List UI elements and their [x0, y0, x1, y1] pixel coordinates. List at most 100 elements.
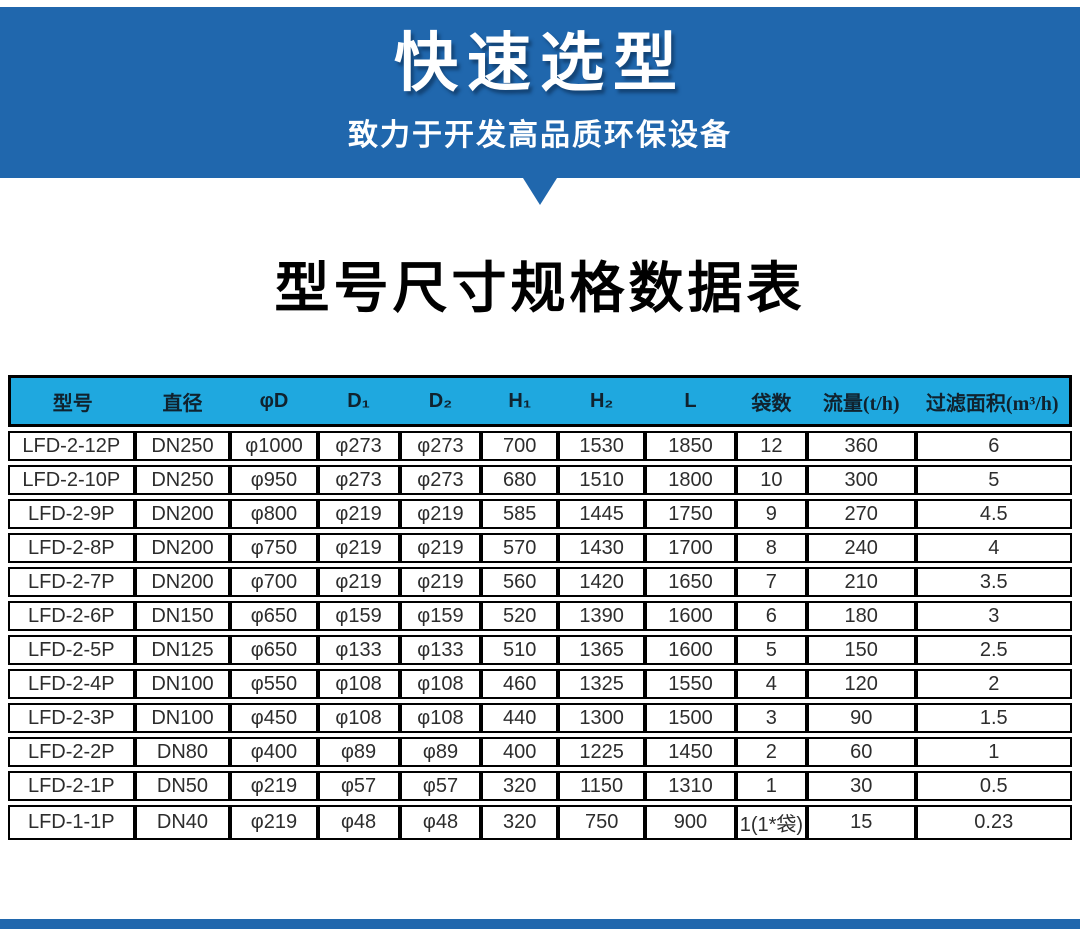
table-cell: 1365 — [558, 635, 646, 665]
table-cell: 5 — [915, 465, 1072, 495]
table-cell: 1325 — [558, 669, 646, 699]
table-cell: 1750 — [645, 499, 736, 529]
table-cell: 1(1*袋) — [735, 805, 807, 840]
column-header: H₂ — [558, 375, 646, 427]
spec-table: 型号 直径 φD D₁ D₂ H₁ H₂ L 袋数 流量(t/h) 过滤面积(m³/h) LFD-2… — [8, 371, 1072, 844]
table-cell: 2 — [735, 737, 807, 767]
table-cell: φ108 — [399, 703, 482, 733]
table-cell: 460 — [481, 669, 559, 699]
table-cell: 1450 — [645, 737, 736, 767]
table-cell: LFD-2-3P — [8, 703, 135, 733]
table-cell: 15 — [806, 805, 916, 840]
table-cell: 4.5 — [915, 499, 1072, 529]
table-cell: φ108 — [399, 669, 482, 699]
table-cell: φ108 — [317, 703, 400, 733]
table-header-row: 型号 直径 φD D₁ D₂ H₁ H₂ L 袋数 流量(t/h) 过滤面积(m³/h) — [8, 375, 1072, 427]
table-cell: φ89 — [399, 737, 482, 767]
table-cell: φ450 — [230, 703, 318, 733]
table-cell: LFD-2-2P — [8, 737, 135, 767]
table-cell: φ219 — [399, 533, 482, 563]
table-cell: 2.5 — [915, 635, 1072, 665]
table-cell: 1420 — [558, 567, 646, 597]
banner-pointer-triangle — [523, 178, 557, 205]
table-row: LFD-2-12P DN250 φ1000 φ273 φ273 700 1530 1850 12… — [8, 431, 1072, 461]
table-cell: φ1000 — [230, 431, 318, 461]
table-cell: 320 — [481, 771, 559, 801]
table-row: LFD-2-2P DN80 φ400 φ89 φ89 400 1225 1450 2 60 1 — [8, 737, 1072, 767]
table-cell: φ219 — [230, 805, 318, 840]
table-cell: φ219 — [317, 567, 400, 597]
table-cell: φ159 — [399, 601, 482, 631]
table-row: LFD-1-1P DN40 φ219 φ48 φ48 320 750 900 1(1*袋) 15 0… — [8, 805, 1072, 840]
table-cell: 180 — [806, 601, 916, 631]
column-header: H₁ — [481, 375, 559, 427]
table-cell: 1510 — [558, 465, 646, 495]
table-cell: 1390 — [558, 601, 646, 631]
table-cell: DN40 — [134, 805, 231, 840]
table-cell: 1500 — [645, 703, 736, 733]
table-cell: 90 — [806, 703, 916, 733]
table-cell: 1550 — [645, 669, 736, 699]
column-header: 袋数 — [735, 375, 807, 427]
table-cell: 2 — [915, 669, 1072, 699]
table-cell: LFD-2-4P — [8, 669, 135, 699]
table-row: LFD-2-3P DN100 φ450 φ108 φ108 440 1300 1500 3 90 1… — [8, 703, 1072, 733]
table-cell: 1 — [915, 737, 1072, 767]
table-cell: 440 — [481, 703, 559, 733]
table-cell: 270 — [806, 499, 916, 529]
table-cell: 10 — [735, 465, 807, 495]
table-cell: φ400 — [230, 737, 318, 767]
table-cell: 700 — [481, 431, 559, 461]
table-cell: φ700 — [230, 567, 318, 597]
table-cell: 320 — [481, 805, 559, 840]
table-cell: 1430 — [558, 533, 646, 563]
table-cell: 1700 — [645, 533, 736, 563]
table-row: LFD-2-1P DN50 φ219 φ57 φ57 320 1150 1310 1 30 0.5 — [8, 771, 1072, 801]
table-row: LFD-2-8P DN200 φ750 φ219 φ219 570 1430 1700 8 240… — [8, 533, 1072, 563]
table-cell: 360 — [806, 431, 916, 461]
table-cell: 1850 — [645, 431, 736, 461]
table-cell: 0.5 — [915, 771, 1072, 801]
table-cell: φ800 — [230, 499, 318, 529]
table-cell: 60 — [806, 737, 916, 767]
table-cell: φ219 — [399, 499, 482, 529]
table-cell: DN250 — [134, 465, 231, 495]
table-cell: φ950 — [230, 465, 318, 495]
hero-banner: 快速选型 致力于开发高品质环保设备 — [0, 7, 1080, 178]
bottom-bar — [0, 919, 1080, 929]
table-cell: DN200 — [134, 533, 231, 563]
table-cell: 900 — [645, 805, 736, 840]
banner-title: 快速选型 — [394, 27, 686, 99]
table-cell: LFD-1-1P — [8, 805, 135, 840]
table-row: LFD-2-10P DN250 φ950 φ273 φ273 680 1510 1800 10 3… — [8, 465, 1072, 495]
table-cell: 4 — [915, 533, 1072, 563]
table-cell: 300 — [806, 465, 916, 495]
table-cell: φ133 — [399, 635, 482, 665]
table-row: LFD-2-9P DN200 φ800 φ219 φ219 585 1445 1750 9 270… — [8, 499, 1072, 529]
table-cell: φ750 — [230, 533, 318, 563]
table-cell: DN100 — [134, 669, 231, 699]
column-header: L — [645, 375, 736, 427]
table-cell: φ550 — [230, 669, 318, 699]
table-cell: φ57 — [317, 771, 400, 801]
table-cell: 1310 — [645, 771, 736, 801]
column-header: 直径 — [134, 375, 231, 427]
table-cell: LFD-2-8P — [8, 533, 135, 563]
table-cell: LFD-2-6P — [8, 601, 135, 631]
table-cell: 0.23 — [915, 805, 1072, 840]
table-cell: 30 — [806, 771, 916, 801]
table-cell: 8 — [735, 533, 807, 563]
table-cell: 7 — [735, 567, 807, 597]
table-cell: 400 — [481, 737, 559, 767]
table-cell: φ48 — [317, 805, 400, 840]
table-cell: 1600 — [645, 601, 736, 631]
table-cell: 570 — [481, 533, 559, 563]
table-cell: 1 — [735, 771, 807, 801]
column-header: φD — [230, 375, 318, 427]
table-cell: 1650 — [645, 567, 736, 597]
table-cell: φ273 — [399, 431, 482, 461]
table-cell: φ273 — [317, 465, 400, 495]
table-cell: LFD-2-9P — [8, 499, 135, 529]
column-header: D₁ — [317, 375, 400, 427]
table-cell: φ273 — [399, 465, 482, 495]
